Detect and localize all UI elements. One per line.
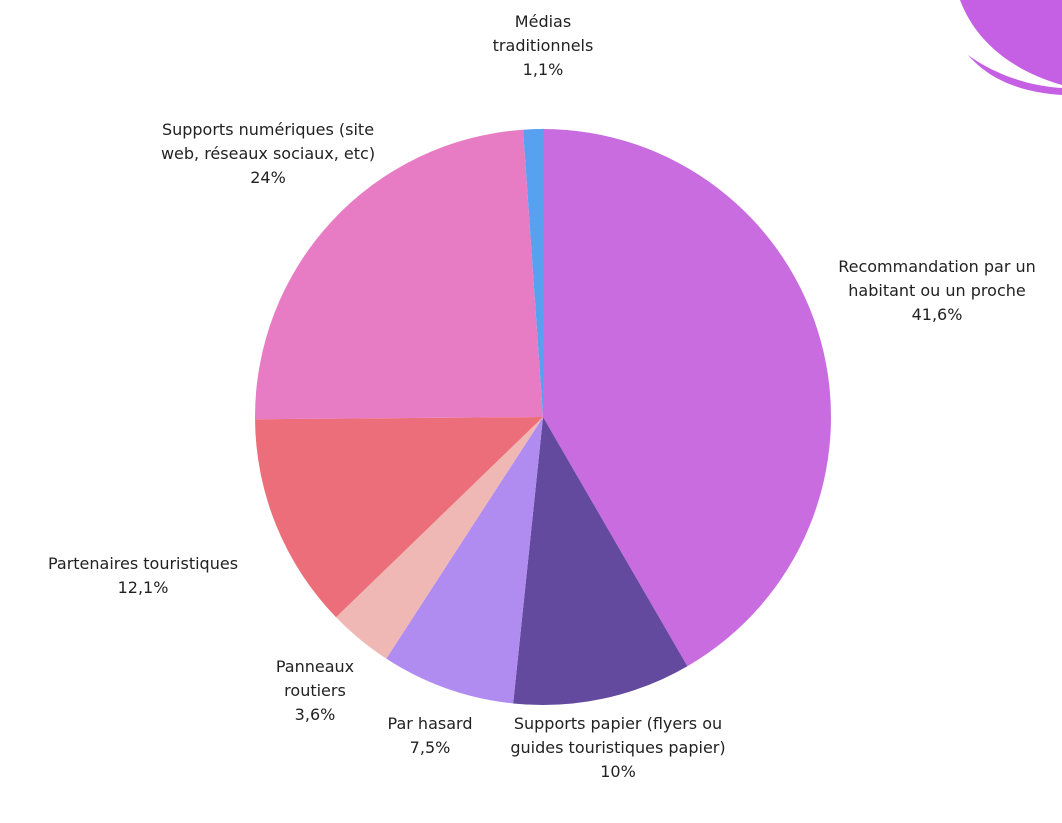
pie-slice (513, 417, 688, 705)
category: Partenaires touristiques (47, 554, 239, 573)
slice-label: Recommandation par un habitant ou un pro… (827, 255, 1047, 327)
value-label: 24% (250, 168, 286, 187)
category: Panneaux routiers (275, 657, 355, 700)
pie-slice (254, 129, 543, 420)
pie-slice (543, 129, 832, 667)
pie-slice (336, 417, 543, 659)
category: Par hasard (387, 714, 473, 733)
pie-slice (255, 417, 543, 618)
value-label: 10% (600, 762, 636, 781)
slice-label: Par hasard 7,5% (380, 712, 480, 760)
pie-slice (386, 417, 543, 704)
value-label: 12,1% (117, 578, 169, 597)
decoration (960, 0, 1062, 95)
value-label: 41,6% (911, 305, 963, 324)
value-label: 1,1% (522, 60, 564, 79)
category: Recommandation par un habitant ou un pro… (838, 257, 1036, 300)
category: Supports numériques (site web, réseaux s… (160, 120, 376, 163)
category: Supports papier (flyers ou guides touris… (510, 714, 726, 757)
value-label: 7,5% (409, 738, 451, 757)
slice-label: Partenaires touristiques 12,1% (3, 552, 283, 600)
slice-label: Panneaux routiers 3,6% (260, 655, 370, 727)
slice-label: Supports numériques (site web, réseaux s… (161, 118, 376, 190)
slice-label: Médias traditionnels 1,1% (488, 10, 598, 82)
category: Médias traditionnels (492, 12, 594, 55)
pie-slice (523, 129, 543, 417)
slice-label: Supports papier (flyers ou guides touris… (493, 712, 743, 784)
value-label: 3,6% (294, 705, 336, 724)
